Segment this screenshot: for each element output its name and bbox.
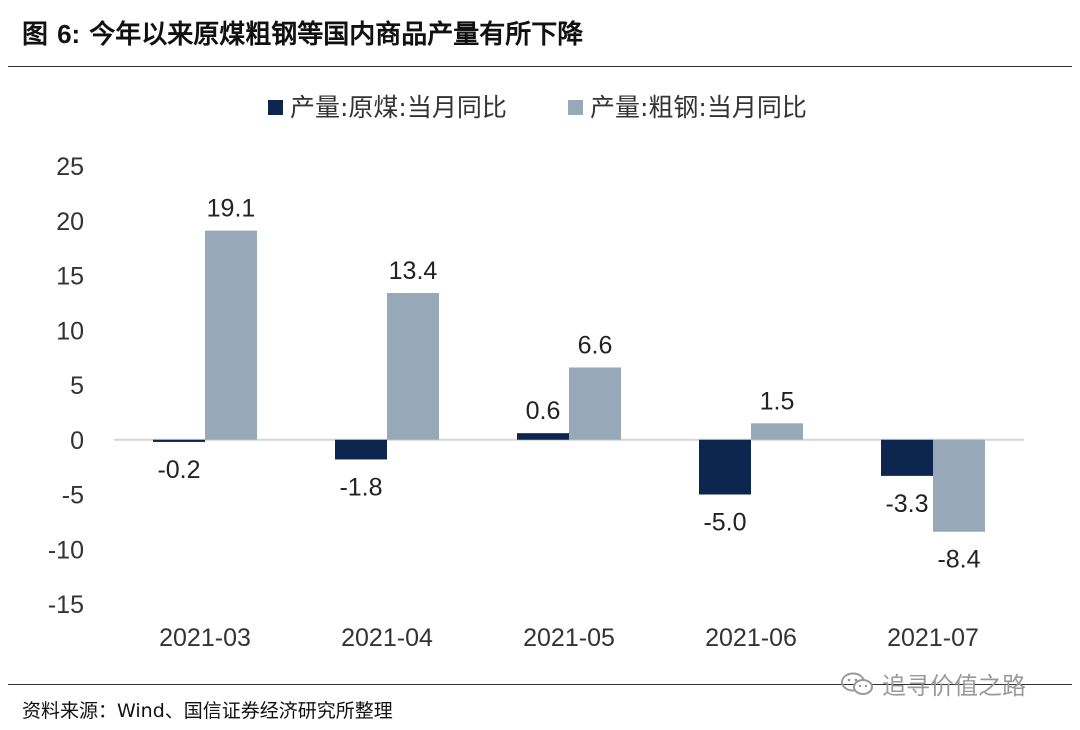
top-divider — [8, 66, 1072, 67]
y-tick-label: 15 — [56, 263, 84, 291]
x-tick-label: 2021-05 — [523, 624, 615, 652]
data-label: 13.4 — [389, 257, 438, 285]
legend-item: 产量:粗钢:当月同比 — [568, 93, 807, 122]
wechat-icon — [841, 672, 873, 695]
bottom-divider — [8, 684, 1072, 685]
bars — [153, 230, 985, 532]
x-tick-label: 2021-03 — [159, 624, 251, 652]
watermark: 追寻价值之路 — [840, 666, 1026, 701]
data-label: -5.0 — [703, 509, 746, 537]
y-tick-label: -5 — [62, 482, 84, 510]
figure-title-prefix: 图 — [22, 20, 58, 50]
data-label: -8.4 — [937, 546, 980, 574]
bar-coal — [335, 439, 387, 460]
y-tick-label: 0 — [70, 427, 84, 455]
legend-swatch — [268, 100, 283, 115]
data-labels: -0.2 19.1 2021-03 -1.8 13.4 2021-04 0.6 6.6 2021… — [157, 195, 980, 652]
data-label: 19.1 — [207, 195, 256, 223]
data-label: -3.3 — [885, 490, 928, 518]
y-tick-label: 10 — [56, 317, 84, 345]
y-axis: 25 20 15 10 5 0 -5 -10 -15 — [48, 153, 84, 619]
watermark-text: 追寻价值之路 — [882, 672, 1026, 700]
x-tick-label: 2021-06 — [705, 624, 797, 652]
y-tick-label: 20 — [56, 208, 84, 236]
y-tick-label: 5 — [70, 372, 84, 400]
data-label: -0.2 — [157, 456, 200, 484]
data-label: 0.6 — [526, 397, 561, 425]
chart-legend: 产量:原煤:当月同比 产量:粗钢:当月同比 — [268, 93, 807, 122]
legend-item: 产量:原煤:当月同比 — [268, 93, 507, 122]
y-tick-label: -15 — [48, 591, 84, 619]
data-label: -1.8 — [339, 473, 382, 501]
legend-label: 产量:原煤:当月同比 — [290, 93, 507, 122]
y-tick-label: -10 — [48, 536, 84, 564]
bar-chart: 产量:原煤:当月同比 产量:粗钢:当月同比 25 20 15 10 5 0 -5 -10 -15 -0… — [48, 93, 1024, 652]
bar-steel — [569, 367, 621, 440]
data-label: 6.6 — [578, 331, 613, 359]
legend-swatch — [568, 100, 583, 115]
x-tick-label: 2021-07 — [887, 624, 979, 652]
bar-steel — [933, 439, 985, 532]
bar-coal — [699, 439, 751, 495]
source-note: 资料来源：Wind、国信证券经济研究所整理 — [22, 700, 393, 722]
x-tick-label: 2021-04 — [341, 624, 433, 652]
y-tick-label: 25 — [56, 153, 84, 181]
legend-label: 产量:粗钢:当月同比 — [590, 93, 807, 122]
data-label: 1.5 — [760, 387, 795, 415]
bar-coal — [517, 433, 569, 440]
bar-steel — [751, 423, 803, 440]
figure-title: 图 6: 今年以来原煤粗钢等国内商品产量有所下降 — [22, 14, 583, 51]
bar-coal — [881, 439, 933, 476]
bar-coal — [153, 439, 205, 442]
figure-title-number: 6: — [57, 19, 81, 49]
bar-steel — [387, 293, 439, 440]
bar-steel — [205, 230, 257, 440]
figure-title-text: 今年以来原煤粗钢等国内商品产量有所下降 — [80, 20, 584, 50]
